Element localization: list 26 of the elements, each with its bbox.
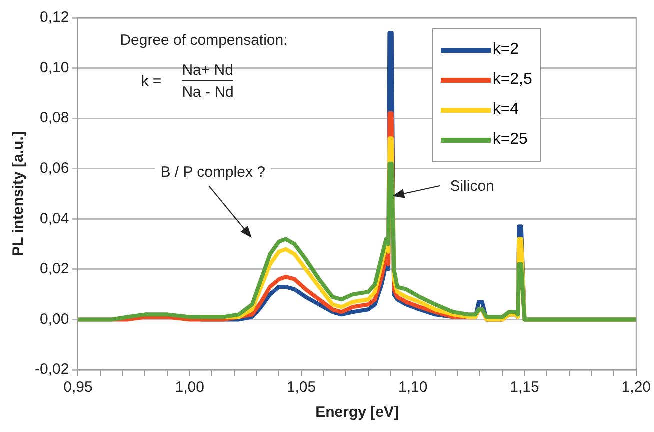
y-axis-title: PL intensity [a.u.] [10, 132, 28, 256]
x-tick-label: 1,05 [286, 379, 316, 396]
x-tick-label: 1,15 [510, 379, 540, 396]
annotation: Silicon [444, 178, 500, 194]
x-tick-label: 1,10 [398, 379, 428, 396]
x-tick-label: 1,00 [175, 379, 204, 396]
y-tick-label: 0,10 [40, 59, 70, 76]
y-tick-label: -0,02 [34, 361, 70, 378]
y-tick-label: 0,06 [40, 160, 70, 177]
legend-label: k=2 [492, 41, 520, 59]
y-tick-label: 0,12 [40, 9, 70, 26]
annotation: k = [141, 73, 162, 90]
annotation: B / P complex ? [154, 164, 272, 180]
legend-label: k=2,5 [492, 71, 532, 89]
y-tick-label: 0,00 [40, 310, 70, 328]
legend-label: k=4 [492, 101, 520, 119]
annotation: Na - Nd [182, 84, 234, 101]
x-axis-title: Energy [eV] [316, 404, 399, 422]
annotation: Degree of compensation: [120, 32, 288, 49]
annotation: Na+ Nd [182, 62, 234, 81]
x-tick-label: 0,95 [64, 379, 93, 396]
x-tick-label: 1,20 [622, 379, 652, 396]
y-tick-label: 0,04 [40, 210, 70, 228]
legend-label: k=25 [492, 131, 528, 149]
y-tick-label: 0,08 [40, 110, 70, 127]
y-tick-label: 0,02 [40, 260, 70, 278]
